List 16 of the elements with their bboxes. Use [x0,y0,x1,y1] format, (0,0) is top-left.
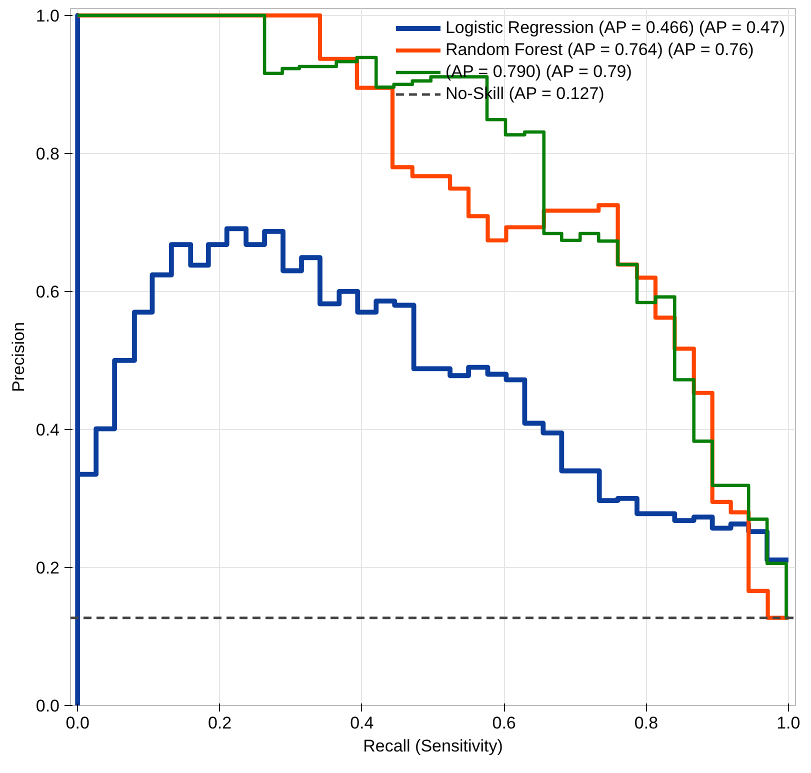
x-tick-label: 1.0 [776,714,800,732]
y-tick-label: 0.6 [36,282,60,302]
x-tick-label: 0.4 [350,714,374,732]
x-axis-title: Recall (Sensitivity) [363,736,503,756]
y-axis-title: Precision [8,322,28,392]
y-tick-label: 0.0 [36,696,60,716]
x-tick-label: 0.6 [492,714,516,732]
y-tick-label: 1.0 [36,6,60,26]
legend-label: Random Forest (AP = 0.764) (AP = 0.76) [445,40,754,60]
legend-label: Logistic Regression (AP = 0.466) (AP = 0.47) [445,18,785,38]
y-tick-label: 0.4 [36,420,60,440]
y-tick-label: 0.2 [36,558,60,578]
x-tick-label: 0.8 [634,714,658,732]
x-tick-label: 0.0 [66,714,90,732]
y-tick-label: 0.8 [36,144,60,164]
x-tick-label: 0.2 [208,714,232,732]
